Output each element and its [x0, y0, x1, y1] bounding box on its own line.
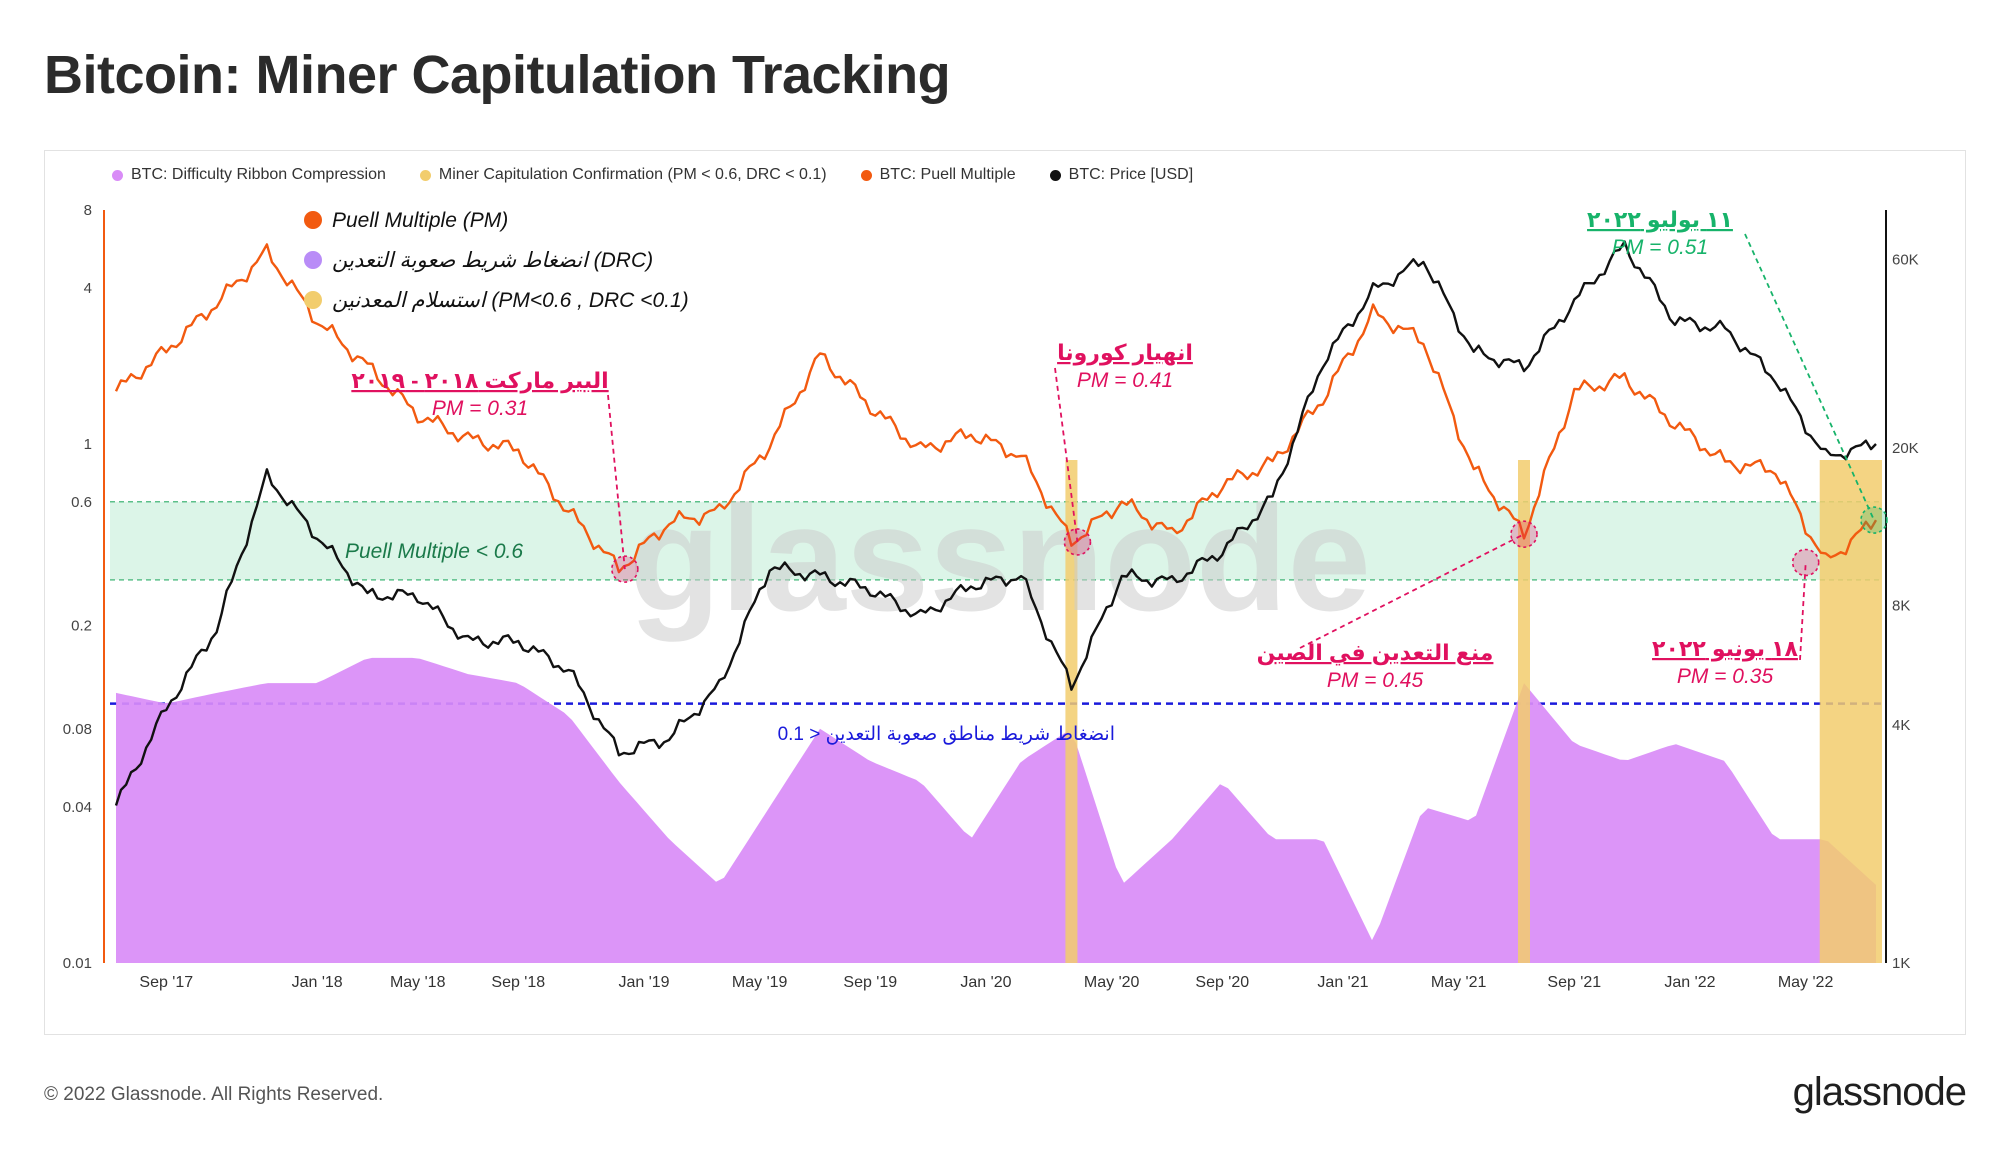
june-pm: PM = 0.35	[1677, 665, 1774, 688]
july-pm: PM = 0.51	[1612, 236, 1708, 259]
left-tick-4: 0.6	[71, 494, 92, 511]
right-tick-1: 4K	[1892, 717, 1910, 734]
inset-legend-label-2: استسلام المعدنين (PM<0.6 , DRC <0.1)	[332, 289, 689, 313]
x-tick-5: May '19	[732, 974, 788, 991]
legend-dot-capitulation	[419, 169, 431, 181]
inset-legend-dot-1	[304, 251, 322, 269]
x-tick-0: Sep '17	[139, 974, 193, 991]
footer-copyright: © 2022 Glassnode. All Rights Reserved.	[44, 1084, 384, 1105]
left-tick-7: 8	[84, 202, 92, 219]
right-tick-3: 20K	[1892, 440, 1919, 457]
watermark: glassnode	[629, 474, 1371, 642]
inset-legend-dot-2	[304, 291, 322, 309]
covid-leader	[1054, 367, 1079, 543]
drc-area	[116, 657, 1876, 963]
china-title: منع التعدين في الصين	[1257, 640, 1494, 666]
puell-multiple-line	[114, 243, 1878, 574]
x-tick-11: May '21	[1431, 974, 1487, 991]
legend-item-drc[interactable]: BTC: Difficulty Ribbon Compression	[112, 166, 386, 184]
x-tick-3: Sep '18	[491, 974, 545, 991]
chart-legend: BTC: Difficulty Ribbon Compression Miner…	[112, 166, 1193, 184]
price-line	[114, 240, 1877, 806]
bear-leader	[607, 394, 626, 570]
x-tick-12: Sep '21	[1547, 974, 1601, 991]
covid-pm: PM = 0.41	[1077, 369, 1173, 392]
capitulation-period-4	[1819, 460, 1882, 963]
legend-item-price[interactable]: BTC: Price [USD]	[1049, 166, 1194, 184]
left-tick-1: 0.04	[63, 799, 92, 816]
june-title: ١٨ يونيو ٢٠٢٢	[1652, 636, 1798, 662]
covid-title: انهيار كورونا	[1057, 340, 1193, 366]
july-title: ١١ يوليو ٢٠٢٢	[1587, 207, 1733, 233]
x-tick-1: Jan '18	[292, 974, 343, 991]
right-tick-4: 60K	[1892, 251, 1919, 268]
june-leader	[1799, 562, 1807, 661]
legend-item-capitulation[interactable]: Miner Capitulation Confirmation (PM < 0.…	[419, 166, 827, 184]
x-tick-13: Jan '22	[1664, 974, 1715, 991]
legend-item-puell[interactable]: BTC: Puell Multiple	[860, 166, 1016, 184]
right-tick-2: 8K	[1892, 598, 1910, 615]
june-marker	[1791, 548, 1820, 577]
left-tick-6: 4	[84, 280, 92, 297]
bear-marker	[611, 555, 639, 583]
left-tick-5: 1	[84, 436, 92, 453]
x-tick-9: Sep '20	[1195, 974, 1249, 991]
x-tick-6: Sep '19	[843, 974, 897, 991]
legend-dot-puell	[860, 169, 872, 181]
china-marker	[1510, 520, 1538, 548]
x-tick-2: May '18	[390, 974, 446, 991]
left-tick-3: 0.2	[71, 618, 92, 635]
brand-logo: glassnode	[1792, 1070, 1967, 1114]
capitulation-period-3	[1518, 460, 1530, 963]
left-tick-2: 0.08	[63, 721, 92, 738]
inset-legend-label-1: انضغاط شريط صعوبة التعدين (DRC)	[332, 249, 653, 273]
legend-label-price: BTC: Price [USD]	[1068, 166, 1194, 183]
legend-dot-price	[1049, 169, 1061, 181]
july-marker	[1860, 506, 1888, 534]
left-tick-0: 0.01	[63, 955, 92, 972]
bear-pm: PM = 0.31	[432, 397, 528, 420]
drc-label: انضغاط شريط مناطق صعوبة التعدين < 0.1	[778, 724, 1115, 745]
chart-frame	[44, 150, 1966, 1035]
july-leader	[1744, 233, 1875, 521]
inset-legend-dot-0	[304, 211, 322, 229]
legend-label-drc: BTC: Difficulty Ribbon Compression	[131, 166, 386, 183]
band-label: Puell Multiple < 0.6	[345, 540, 523, 563]
china-leader	[1299, 533, 1525, 649]
inset-legend-label-0: Puell Multiple (PM)	[332, 209, 508, 232]
right-tick-0: 1K	[1892, 955, 1910, 972]
covid-marker	[1063, 528, 1092, 556]
x-tick-4: Jan '19	[618, 974, 669, 991]
legend-label-puell: BTC: Puell Multiple	[879, 166, 1016, 183]
legend-dot-drc	[112, 169, 123, 181]
x-tick-8: May '20	[1084, 974, 1140, 991]
puell-band	[110, 501, 1882, 580]
x-tick-14: May '22	[1778, 974, 1834, 991]
capitulation-period-1	[1065, 460, 1078, 963]
page-title: Bitcoin: Miner Capitulation Tracking	[44, 45, 951, 105]
x-tick-7: Jan '20	[960, 974, 1011, 991]
bear-title: البير ماركت ٢٠١٨ - ٢٠١٩	[351, 368, 608, 394]
china-pm: PM = 0.45	[1327, 669, 1424, 692]
x-tick-10: Jan '21	[1317, 974, 1368, 991]
legend-label-capitulation: Miner Capitulation Confirmation (PM < 0.…	[438, 166, 827, 183]
